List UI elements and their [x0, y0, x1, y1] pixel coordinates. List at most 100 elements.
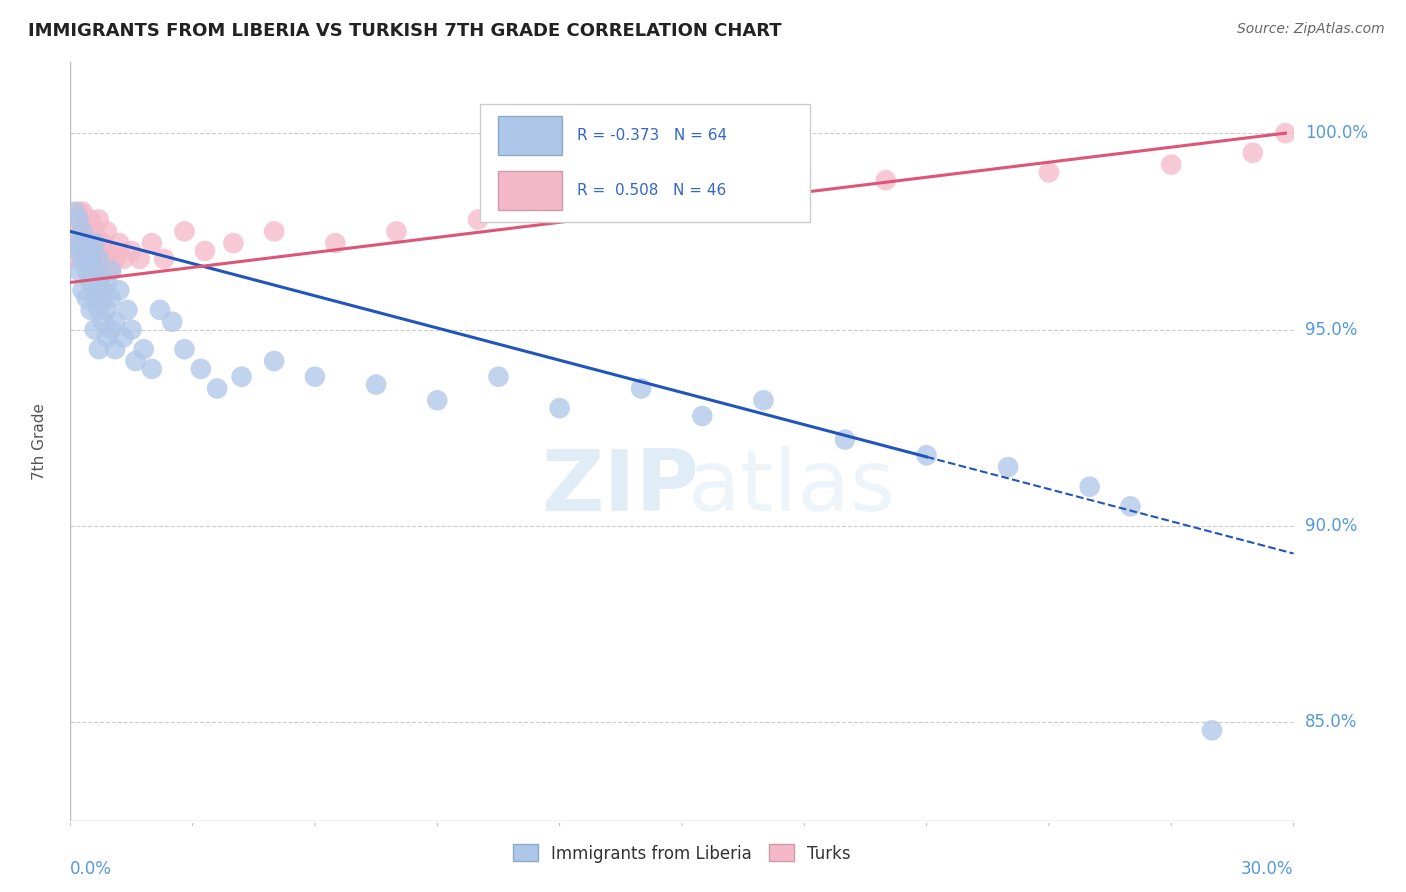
- Text: 7th Grade: 7th Grade: [32, 403, 48, 480]
- Text: atlas: atlas: [688, 445, 896, 529]
- Point: [997, 460, 1019, 475]
- Point: [79, 236, 103, 251]
- Point: [1274, 126, 1296, 140]
- Point: [76, 252, 98, 266]
- Text: 0.0%: 0.0%: [70, 860, 112, 878]
- Text: R = -0.373   N = 64: R = -0.373 N = 64: [576, 128, 727, 143]
- Point: [100, 244, 122, 258]
- Point: [91, 283, 114, 297]
- Point: [488, 369, 510, 384]
- Point: [67, 236, 90, 251]
- Point: [79, 302, 103, 317]
- Point: [87, 236, 110, 251]
- Point: [162, 315, 183, 329]
- Point: [63, 236, 86, 251]
- Point: [153, 252, 176, 266]
- Point: [426, 393, 449, 408]
- Point: [149, 302, 172, 317]
- Point: [91, 252, 114, 266]
- Point: [72, 252, 94, 266]
- Point: [91, 291, 114, 305]
- Point: [96, 330, 118, 344]
- Point: [83, 291, 105, 305]
- Point: [83, 263, 105, 277]
- Point: [128, 252, 150, 266]
- Point: [323, 236, 347, 251]
- Point: [112, 252, 135, 266]
- Point: [100, 291, 122, 305]
- Point: [834, 433, 856, 447]
- Bar: [499, 171, 562, 211]
- Point: [108, 236, 131, 251]
- Point: [108, 283, 131, 297]
- Point: [67, 204, 90, 219]
- Point: [72, 283, 94, 297]
- Point: [104, 343, 127, 357]
- Point: [83, 244, 105, 258]
- Point: [690, 409, 713, 423]
- Point: [83, 322, 105, 336]
- Point: [1078, 480, 1101, 494]
- Point: [304, 369, 326, 384]
- Point: [752, 393, 775, 408]
- Point: [67, 263, 90, 277]
- Point: [72, 252, 94, 266]
- Point: [1119, 500, 1142, 514]
- Point: [76, 224, 98, 238]
- Point: [96, 302, 118, 317]
- Point: [63, 252, 86, 266]
- Point: [96, 263, 118, 277]
- Point: [76, 236, 98, 251]
- Point: [875, 173, 897, 187]
- Point: [83, 224, 105, 238]
- Point: [67, 212, 90, 227]
- Point: [1160, 158, 1182, 172]
- Text: R =  0.508   N = 46: R = 0.508 N = 46: [576, 183, 725, 198]
- Point: [121, 322, 143, 336]
- Point: [79, 244, 103, 258]
- Point: [222, 236, 245, 251]
- Point: [76, 263, 98, 277]
- Point: [96, 276, 118, 290]
- Point: [1038, 165, 1060, 179]
- Point: [467, 212, 489, 227]
- Point: [83, 252, 105, 266]
- Point: [1241, 145, 1264, 160]
- Point: [72, 220, 94, 235]
- Point: [194, 244, 217, 258]
- Text: 90.0%: 90.0%: [1305, 517, 1357, 535]
- Point: [231, 369, 253, 384]
- Point: [76, 244, 98, 258]
- Text: 30.0%: 30.0%: [1241, 860, 1294, 878]
- Point: [87, 263, 110, 277]
- Point: [76, 236, 98, 251]
- Text: Source: ZipAtlas.com: Source: ZipAtlas.com: [1237, 22, 1385, 37]
- Point: [121, 244, 143, 258]
- Point: [173, 343, 195, 357]
- Point: [141, 362, 163, 376]
- Point: [76, 291, 98, 305]
- Point: [100, 263, 122, 277]
- Text: IMMIGRANTS FROM LIBERIA VS TURKISH 7TH GRADE CORRELATION CHART: IMMIGRANTS FROM LIBERIA VS TURKISH 7TH G…: [28, 22, 782, 40]
- Legend: Immigrants from Liberia, Turks: Immigrants from Liberia, Turks: [506, 838, 858, 869]
- Point: [263, 224, 285, 238]
- Point: [630, 382, 652, 396]
- Point: [205, 382, 228, 396]
- Text: ZIP: ZIP: [541, 445, 699, 529]
- Point: [263, 354, 285, 368]
- Point: [87, 276, 110, 290]
- Point: [87, 343, 110, 357]
- Point: [83, 236, 105, 251]
- Point: [173, 224, 195, 238]
- Point: [96, 224, 118, 238]
- Point: [63, 224, 86, 238]
- Point: [124, 354, 146, 368]
- Point: [79, 252, 103, 266]
- Point: [366, 377, 388, 392]
- Text: 95.0%: 95.0%: [1305, 320, 1357, 339]
- Point: [104, 315, 127, 329]
- Point: [63, 204, 86, 219]
- Point: [79, 263, 103, 277]
- Point: [72, 236, 94, 251]
- Point: [1201, 723, 1223, 738]
